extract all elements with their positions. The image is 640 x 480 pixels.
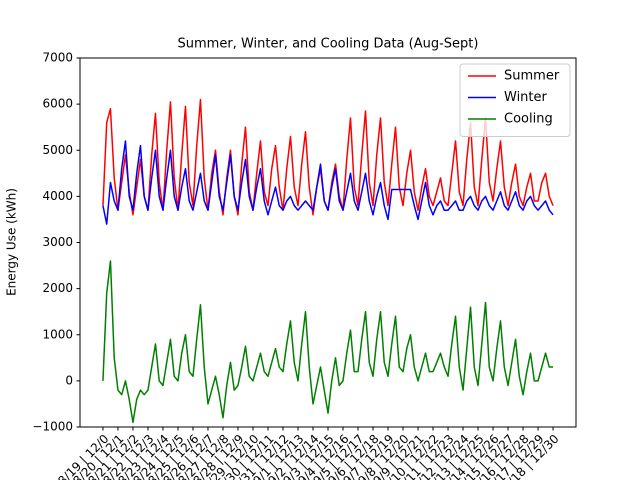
legend: Summer Winter Cooling bbox=[459, 63, 571, 137]
y-tick-label: −1000 bbox=[32, 420, 73, 434]
series-line bbox=[102, 260, 554, 424]
legend-label: Summer bbox=[504, 69, 560, 84]
y-tick-label: 7000 bbox=[42, 51, 73, 65]
y-tick-label: 0 bbox=[65, 373, 73, 387]
y-axis-label: Energy Use (kWh) bbox=[5, 188, 19, 296]
y-tick-label: 1000 bbox=[42, 327, 73, 341]
legend-label: Cooling bbox=[504, 112, 553, 127]
y-tick-label: 6000 bbox=[42, 97, 73, 111]
y-tick-label: 3000 bbox=[42, 235, 73, 249]
y-tick-label: 5000 bbox=[42, 143, 73, 157]
plot-frame bbox=[79, 57, 577, 428]
y-tick-label: 4000 bbox=[42, 189, 73, 203]
chart-title: Summer, Winter, and Cooling Data (Aug-Se… bbox=[178, 37, 479, 52]
y-tick-label: 2000 bbox=[42, 281, 73, 295]
series-line bbox=[102, 140, 554, 225]
legend-label: Winter bbox=[504, 90, 548, 105]
